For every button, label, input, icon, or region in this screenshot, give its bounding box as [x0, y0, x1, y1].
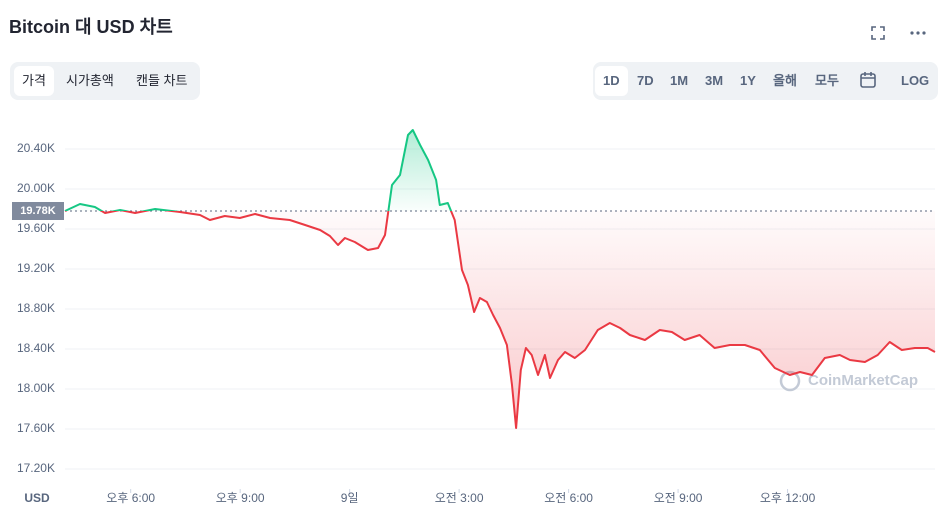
tab-button[interactable]: 시가총액 [66, 73, 114, 88]
range-button[interactable]: 3M [705, 73, 724, 88]
chart-tabs: 가격 시가총액 캔들 차트 [10, 62, 200, 100]
range-button[interactable]: 1D [595, 66, 628, 96]
y-tick-label: 18.80K [17, 301, 55, 315]
price-area [65, 130, 935, 428]
x-tick-label: 9일 [341, 491, 359, 505]
x-tick-label: 오후 9:00 [216, 491, 265, 505]
range-button[interactable]: 1M [670, 73, 689, 88]
range-button[interactable]: 1Y [740, 73, 756, 88]
y-axis-label: USD [24, 491, 50, 505]
header-icons [871, 26, 926, 40]
calendar-icon [860, 72, 876, 88]
x-tick-label: 오전 3:00 [435, 491, 484, 505]
y-tick-label: 18.00K [17, 381, 55, 395]
price-line [64, 129, 936, 429]
y-tick-label: 17.20K [17, 461, 55, 475]
range-button[interactable]: 모두 [815, 73, 839, 88]
x-tick-label: 오전 9:00 [654, 491, 703, 505]
range-button[interactable]: 올해 [773, 73, 797, 88]
y-tick-label: 17.60K [17, 421, 55, 435]
baseline-label: 19.78K [20, 205, 56, 217]
page-title: Bitcoin 대 USD 차트 [9, 17, 173, 37]
tab-button[interactable]: 캔들 차트 [136, 73, 188, 88]
y-tick-label: 19.60K [17, 221, 55, 235]
y-tick-label: 18.40K [17, 341, 55, 355]
x-tick-label: 오후 12:00 [760, 491, 816, 505]
y-tick-label: 20.40K [17, 141, 55, 155]
log-button[interactable]: LOG [901, 73, 930, 88]
x-tick-label: 오후 6:00 [106, 491, 155, 505]
y-tick-label: 19.20K [17, 261, 55, 275]
range-selector: 1D 7D 1M 3M 1Y 올해 모두 LOG [593, 62, 938, 100]
tab-button[interactable]: 가격 [14, 66, 54, 96]
range-button[interactable]: 7D [637, 73, 654, 88]
baseline-label-box [12, 202, 64, 220]
calendar-button[interactable] [851, 66, 885, 96]
watermark: CoinMarketCap [808, 372, 918, 389]
y-tick-label: 20.00K [17, 181, 55, 195]
x-tick-label: 오전 6:00 [544, 491, 593, 505]
